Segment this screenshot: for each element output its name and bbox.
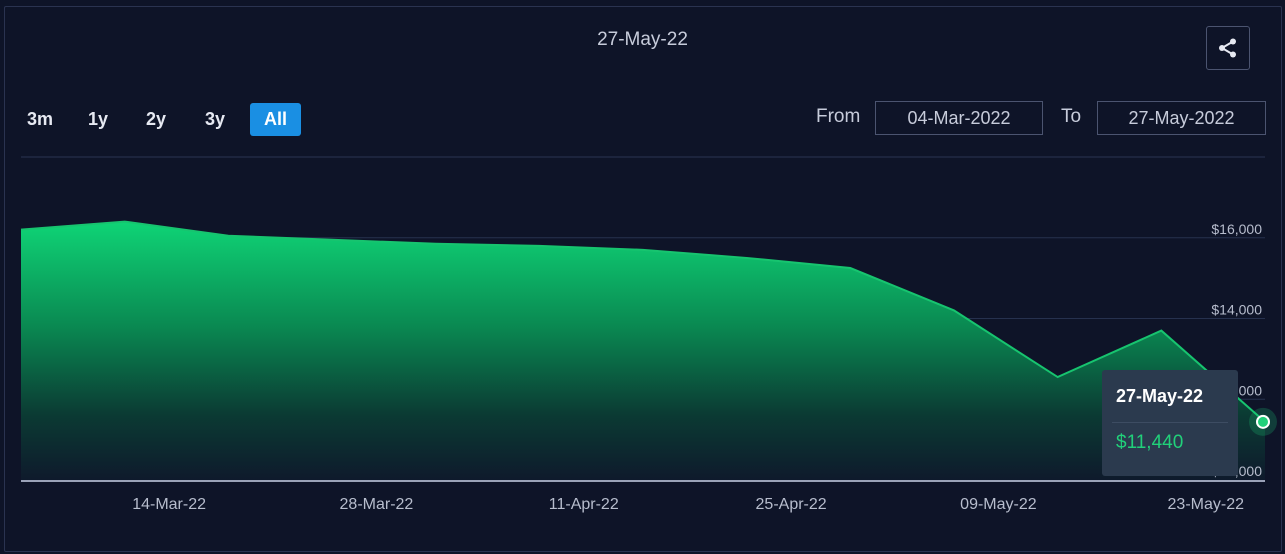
highlight-point [1256,414,1270,429]
tooltip-value: $11,440 [1116,432,1184,453]
x-tick-label: 23-May-22 [1168,496,1245,513]
from-label: From [816,106,861,127]
value-tooltip: 27-May-22 $11,440 [1102,370,1238,476]
from-date-input[interactable]: 04-Mar-2022 [875,101,1043,135]
x-tick-label: 28-Mar-22 [340,496,414,513]
tooltip-divider [1112,422,1228,423]
y-tick-label: $16,000 [1211,221,1262,237]
tooltip-date: 27-May-22 [1116,386,1204,406]
y-tick-label: $14,000 [1211,302,1262,318]
share-icon [1219,38,1236,58]
x-tick-label: 14-Mar-22 [132,496,206,513]
series-area [21,221,1265,480]
range-button-2y[interactable]: 2y [145,109,167,129]
share-button[interactable] [1206,26,1250,70]
to-label: To [1061,106,1082,127]
range-button-1y[interactable]: 1y [87,109,109,129]
series-line [20,220,1266,423]
x-tick-label: 11-Apr-22 [549,496,619,513]
range-button-all[interactable]: All [250,103,301,136]
range-button-3y[interactable]: 3y [204,109,226,129]
x-tick-label: 25-Apr-22 [756,496,827,513]
x-tick-label: 09-May-22 [960,496,1037,513]
to-date-input[interactable]: 27-May-2022 [1097,101,1266,135]
chart-date-title: 27-May-22 [597,29,688,50]
range-button-3m[interactable]: 3m [26,109,53,129]
